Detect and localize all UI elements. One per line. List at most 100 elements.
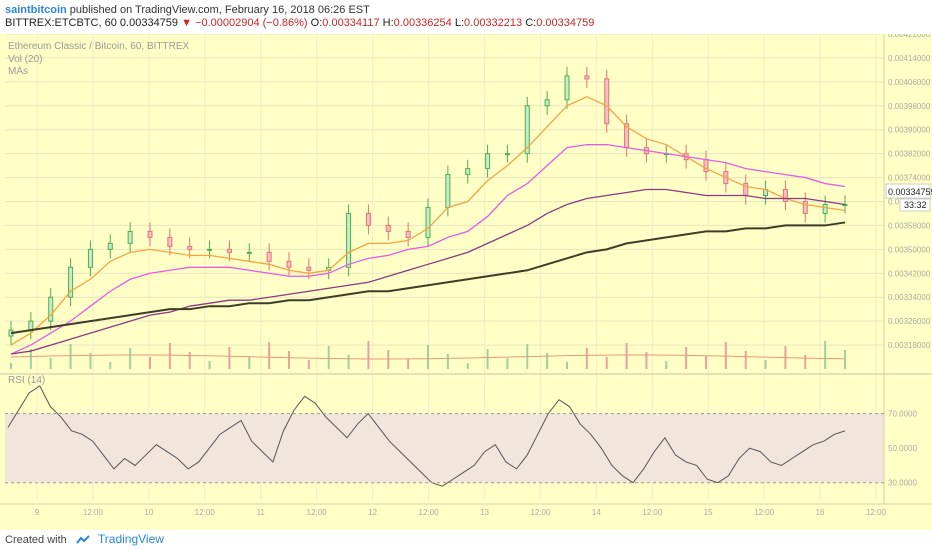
volume-bar [248,356,251,369]
candle-body [207,248,213,251]
volume-bar [327,346,330,369]
candle-body [107,242,113,250]
volume-bars [10,341,846,369]
volume-bar [307,360,310,369]
price-tick-label: 0.00350000 [888,245,931,254]
rsi-tick-label: 70.0000 [888,410,917,419]
time-tick-label: 12:00 [642,508,663,517]
ma_orange-line [10,96,846,346]
volume-bar [724,342,727,369]
candle-body [246,251,252,254]
volume-bar [744,351,747,369]
time-tick-label: 15 [704,508,713,517]
volume-bar [506,358,509,369]
price-tick-label: 0.00390000 [888,126,931,135]
ma_dark-line [10,221,846,335]
legend-mas: MAs [8,66,28,77]
volume-bar [288,351,290,369]
volume-bar [705,356,707,369]
volume-bar [367,341,370,369]
volume-bar [149,357,151,369]
high-value: 0.00336254 [393,17,452,29]
candle-body [286,260,292,268]
volume-bar [546,353,549,369]
time-tick-label: 12 [368,508,377,517]
rsi-band [5,413,884,483]
candle-body [425,206,431,238]
candle-body [365,212,371,226]
time-tick-label: 13 [480,508,489,517]
rsi-tick-label: 50.0000 [888,444,917,453]
price-chart[interactable]: 0.00318000 0.00326000 0.00334000 0.00342000… [0,34,932,530]
candle-body [28,320,34,331]
volume-bar [49,358,52,369]
volume-bar [764,360,767,369]
candle-body [147,230,153,238]
volume-bar [566,362,568,369]
candle-body [564,75,570,101]
time-tick-label: 12:00 [195,508,216,517]
volume-bar [625,343,628,369]
moving-averages [10,96,846,355]
candle-body [782,189,788,203]
price-tick-label: 0.00382000 [888,150,931,159]
published-text: published on TradingView.com, February 1… [69,4,370,16]
volume-bar [486,349,489,369]
close-label: C: [525,17,537,29]
time-tick-label: 12:00 [419,508,440,517]
time-tick-label: 14 [592,508,601,517]
volume-bar [208,361,211,369]
volume-bar [268,342,271,369]
volume-bar [804,355,807,369]
legend-rsi: RSI (14) [8,375,46,386]
publish-line: saintbitcoin published on TradingView.co… [5,4,370,16]
timer-badge: 33:32 [904,200,927,210]
price-change: ▼ −0.00002904 (−0.86%) [181,17,308,29]
volume-bar [387,350,390,369]
time-tick-label: 10 [144,508,153,517]
ma_magenta-line [10,144,846,355]
volume-bar [446,354,449,369]
price-badges: 0.00334759 33:32 [885,183,932,212]
volume-ma-line [10,354,846,360]
time-tick-label: 12:00 [866,508,887,517]
price-tick-label: 0.00318000 [888,341,931,350]
candle-body [405,230,411,238]
candle-body [266,251,272,262]
volume-bar [129,348,132,369]
candle-body [226,248,232,253]
candle-body [604,78,610,125]
volume-bar [168,343,171,369]
candle-body [187,245,193,250]
ma_purple-line [10,188,846,355]
high-label: H: [382,17,394,29]
candle-body [87,248,93,268]
volume-bar [466,363,469,369]
timer-badge-bg [899,198,931,212]
price-tick-label: 0.00414000 [888,54,931,63]
last-price: 0.00334759 [119,17,179,29]
price-tick-label: 0.00334000 [888,293,931,302]
candle-body [48,296,54,322]
last-price-badge-bg [885,183,931,199]
rsi-tick-label: 30.0000 [888,479,917,488]
candle-body [127,230,133,244]
volume-bar [665,361,668,369]
candle-body [485,153,491,170]
price-tick-label: 0.00342000 [888,269,931,278]
candle-body [306,266,312,271]
volume-bar [10,363,12,369]
volume-bar [188,352,191,369]
open-value: 0.00334117 [322,17,380,29]
legend-title: Ethereum Classic / Bitcoin, 60, BITTREX [8,41,190,52]
author-link[interactable]: saintbitcoin [5,4,67,16]
volume-bar [824,341,827,369]
price-tick-label: 0.00422000 [888,34,931,39]
volume-bar [685,347,688,369]
candle-body [68,266,74,298]
low-value: 0.00332213 [464,17,523,29]
tradingview-link[interactable]: TradingView [97,532,164,546]
time-tick-label: 9 [35,508,40,517]
candle-body [167,236,173,247]
chart-header: saintbitcoin published on TradingView.co… [0,0,932,34]
